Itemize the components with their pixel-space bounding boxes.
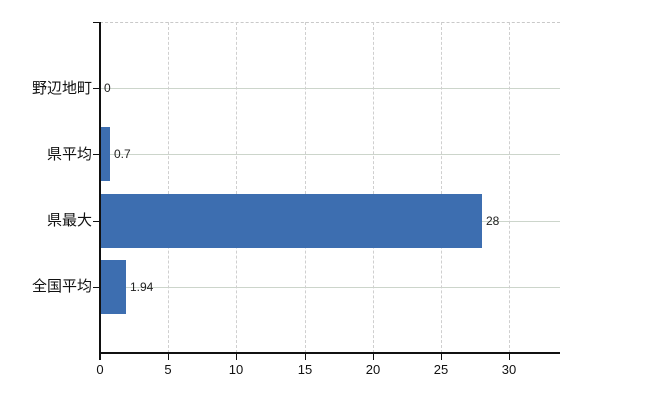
x-tick-label: 20	[365, 362, 381, 377]
v-gridline	[236, 22, 237, 353]
v-gridline	[168, 22, 169, 353]
h-gridline	[100, 88, 560, 89]
v-gridline	[441, 22, 442, 353]
v-gridline	[373, 22, 374, 353]
x-tick	[509, 353, 510, 360]
h-gridline	[100, 154, 560, 155]
bar	[100, 127, 110, 181]
y-tick	[93, 221, 100, 222]
y-tick	[93, 22, 100, 23]
x-tick	[305, 353, 306, 360]
h-gridline	[100, 287, 560, 288]
x-tick	[441, 353, 442, 360]
plot-top-border	[100, 22, 560, 23]
y-axis-line	[99, 22, 101, 360]
x-tick-label: 10	[228, 362, 244, 377]
category-label: 県平均	[46, 146, 92, 163]
bar-value-label: 0.7	[114, 147, 131, 161]
y-tick	[93, 287, 100, 288]
x-tick-label: 15	[297, 362, 313, 377]
category-label: 野辺地町	[31, 80, 92, 97]
x-tick	[373, 353, 374, 360]
v-gridline	[509, 22, 510, 353]
bar-value-label: 28	[486, 214, 500, 228]
bar	[100, 194, 482, 248]
x-tick	[168, 353, 169, 360]
x-tick-label: 25	[433, 362, 449, 377]
v-gridline	[305, 22, 306, 353]
bar-value-label: 0	[104, 81, 111, 95]
x-axis-line	[100, 352, 560, 354]
category-label: 全国平均	[31, 278, 92, 295]
bar	[100, 260, 126, 314]
y-tick	[93, 154, 100, 155]
x-tick-label: 0	[96, 362, 104, 377]
y-tick	[93, 88, 100, 89]
bar-value-label: 1.94	[130, 280, 154, 294]
x-tick-label: 5	[164, 362, 172, 377]
x-tick-label: 30	[501, 362, 517, 377]
category-label: 県最大	[46, 212, 92, 229]
x-tick	[100, 353, 101, 360]
x-tick	[236, 353, 237, 360]
